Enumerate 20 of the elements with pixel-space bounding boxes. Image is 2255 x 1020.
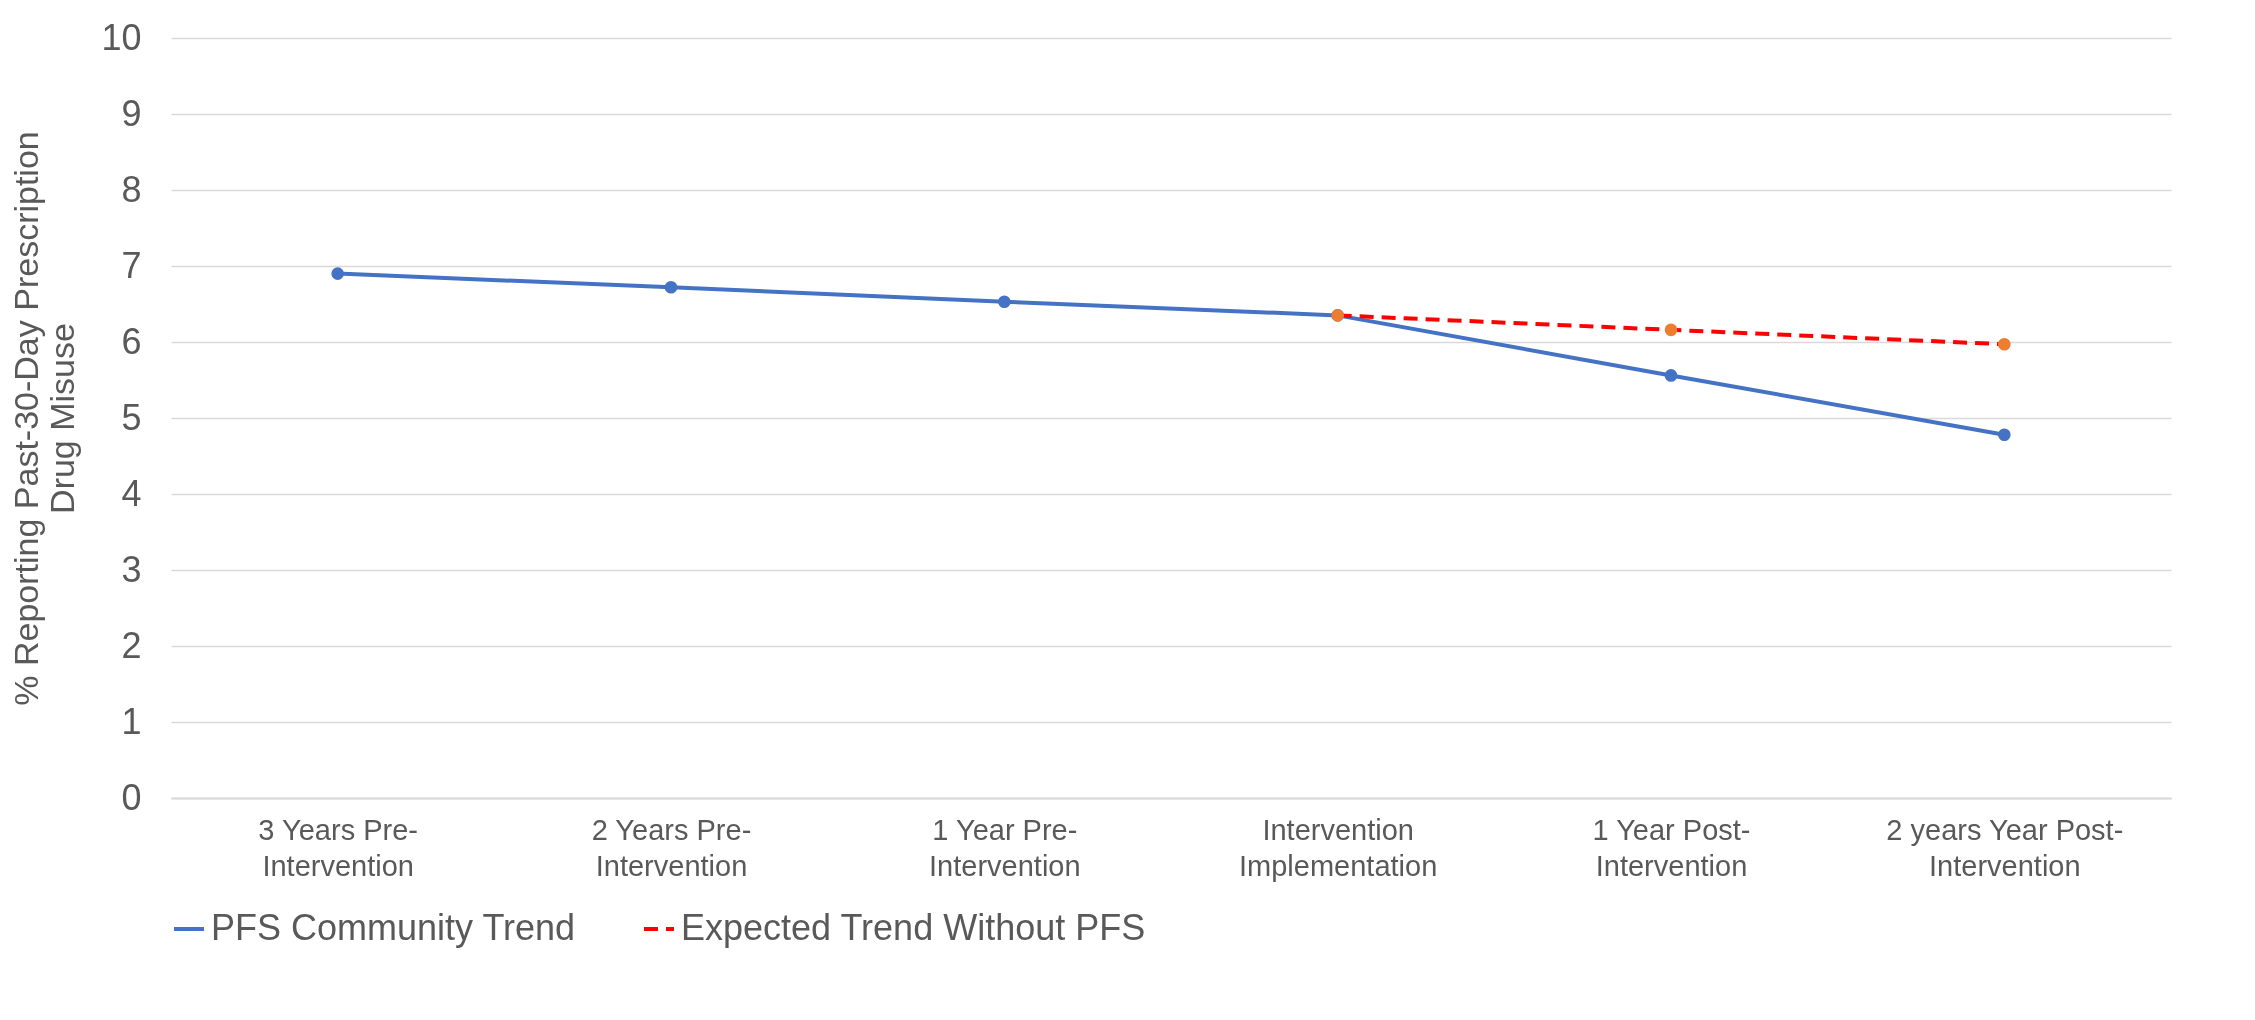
x-tick-label: 1 Year Pre-Intervention [929,813,1081,882]
legend-label: Expected Trend Without PFS [681,907,1146,948]
y-tick-label: 0 [121,776,142,818]
y-axis-title: % Reporting Past-30-Day Prescription Drug Misuse [7,131,82,706]
x-tick-label: 2 years Year Post-Intervention [1886,813,2124,882]
y-tick-label: 9 [121,92,142,134]
y-tick-label: 1 [121,700,142,742]
x-tick-label: 1 Year Post-Intervention [1592,813,1751,882]
y-tick-label: 6 [121,320,142,362]
y-tick-label: 10 [101,16,142,58]
y-tick-label: 7 [121,244,142,286]
y-tick-label: 5 [121,396,142,438]
y-tick-label: 2 [121,624,142,666]
x-tick-label: Intervention Implementation [1239,813,1438,882]
y-tick-label: 4 [121,472,142,514]
y-tick-label: 3 [121,548,142,590]
legend-label: PFS Community Trend [211,907,576,948]
x-tick-label: 2 Years Pre-Intervention [591,813,752,882]
x-tick-label: 3 Years Pre-Intervention [258,813,418,882]
y-tick-label: 8 [121,168,142,210]
